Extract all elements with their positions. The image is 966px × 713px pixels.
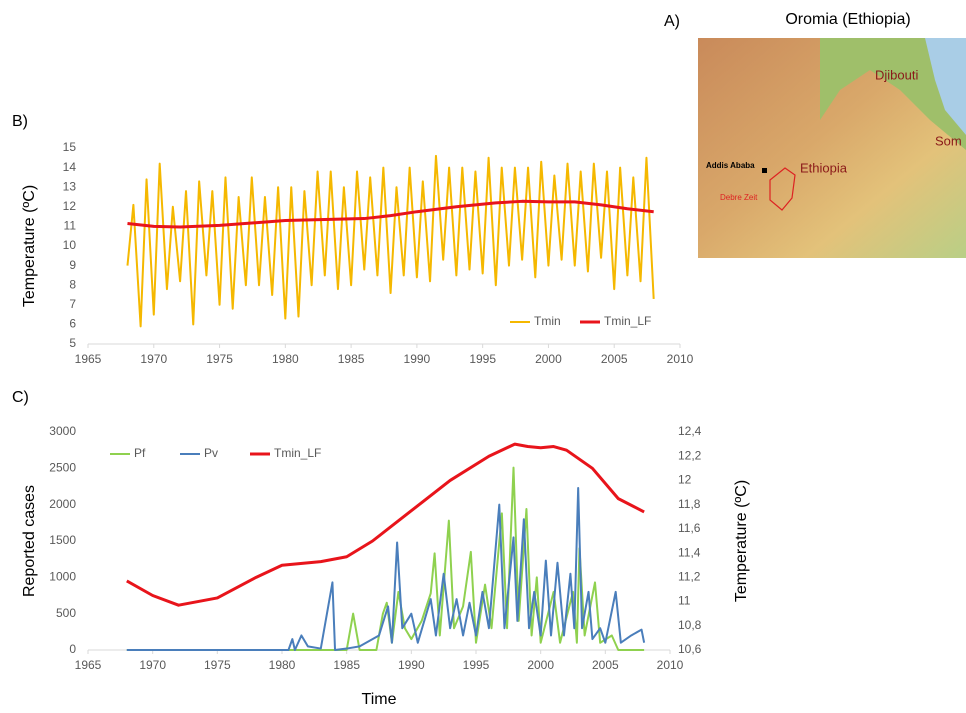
legend-label: Pf	[134, 446, 146, 460]
x-tick-label: 2010	[657, 658, 684, 672]
x-tick-label: 2005	[601, 352, 628, 366]
map-title: Oromia (Ethiopia)	[785, 11, 910, 28]
y2-tick-label: 12	[678, 473, 692, 487]
x-tick-label: 1975	[204, 658, 231, 672]
x-tick-label: 2000	[535, 352, 562, 366]
figure: A) Oromia (Ethiopia) Djibouti Som Ethiop…	[0, 0, 966, 708]
x-tick-label: 2005	[592, 658, 619, 672]
y-tick-label: 13	[63, 179, 77, 193]
y2-tick-label: 11,4	[678, 545, 701, 559]
y2-tick-label: 11,6	[678, 521, 701, 535]
x-tick-label: 1975	[206, 352, 233, 366]
y-tick-label: 11	[64, 219, 77, 233]
y-axis-title: Reported cases	[21, 485, 38, 597]
y-tick-label: 500	[56, 606, 76, 620]
map-place: Som	[935, 133, 962, 148]
y-tick-label: 14	[63, 160, 77, 174]
map-place: Addis Ababa	[706, 161, 755, 170]
y-tick-label: 0	[69, 642, 76, 656]
map-place: Ethiopia	[800, 160, 848, 175]
y2-tick-label: 10,6	[678, 642, 702, 656]
y-tick-label: 8	[69, 277, 76, 291]
map-capital-marker	[762, 168, 767, 173]
map-panel: A) Oromia (Ethiopia) Djibouti Som Ethiop…	[664, 11, 966, 258]
y-tick-label: 2500	[49, 461, 76, 475]
y-tick-label: 9	[69, 258, 76, 272]
y2-tick-label: 12,4	[678, 424, 702, 438]
series-line	[127, 488, 644, 650]
x-tick-label: 2000	[527, 658, 554, 672]
series-line	[127, 156, 653, 327]
panel-label: B)	[12, 113, 28, 130]
y2-tick-label: 12,2	[678, 448, 702, 462]
x-tick-label: 1985	[338, 352, 365, 366]
panel-label: A)	[664, 13, 680, 30]
y-tick-label: 2000	[49, 497, 76, 511]
legend-label: Tmin_LF	[604, 314, 651, 328]
y-tick-label: 5	[69, 336, 76, 350]
y-tick-label: 6	[69, 317, 76, 331]
y2-tick-label: 10,8	[678, 618, 702, 632]
y-tick-label: 1000	[49, 570, 76, 584]
y-tick-label: 3000	[49, 424, 76, 438]
x-tick-label: 1990	[398, 658, 425, 672]
x-tick-label: 1980	[272, 352, 299, 366]
y-tick-label: 15	[63, 140, 77, 154]
map-place: Djibouti	[875, 67, 918, 82]
y2-tick-label: 11,2	[678, 570, 701, 584]
x-tick-label: 1995	[463, 658, 490, 672]
y-tick-label: 10	[63, 238, 77, 252]
x-tick-label: 1995	[469, 352, 496, 366]
y-tick-label: 7	[69, 297, 76, 311]
panel-label: C)	[12, 389, 29, 406]
y2-tick-label: 11,8	[678, 497, 701, 511]
x-tick-label: 1970	[139, 658, 166, 672]
y2-axis-title: Temperature (ºC)	[733, 480, 750, 602]
x-tick-label: 1965	[75, 352, 102, 366]
x-tick-label: 1985	[333, 658, 360, 672]
y-axis-title: Temperature (ºC)	[21, 185, 38, 307]
x-tick-label: 2010	[667, 352, 694, 366]
series-line	[127, 201, 653, 227]
y2-tick-label: 11	[678, 594, 691, 608]
series-line	[127, 444, 644, 605]
legend-label: Tmin_LF	[274, 446, 321, 460]
series-line	[127, 468, 644, 650]
legend-label: Pv	[204, 446, 218, 460]
y-tick-label: 1500	[49, 533, 76, 547]
x-tick-label: 1990	[404, 352, 431, 366]
x-axis-title: Time	[362, 691, 397, 708]
x-tick-label: 1965	[75, 658, 102, 672]
y-tick-label: 12	[63, 199, 77, 213]
legend-label: Tmin	[534, 314, 561, 328]
map-place: Debre Zeit	[720, 193, 758, 202]
x-tick-label: 1980	[269, 658, 296, 672]
x-tick-label: 1970	[140, 352, 167, 366]
